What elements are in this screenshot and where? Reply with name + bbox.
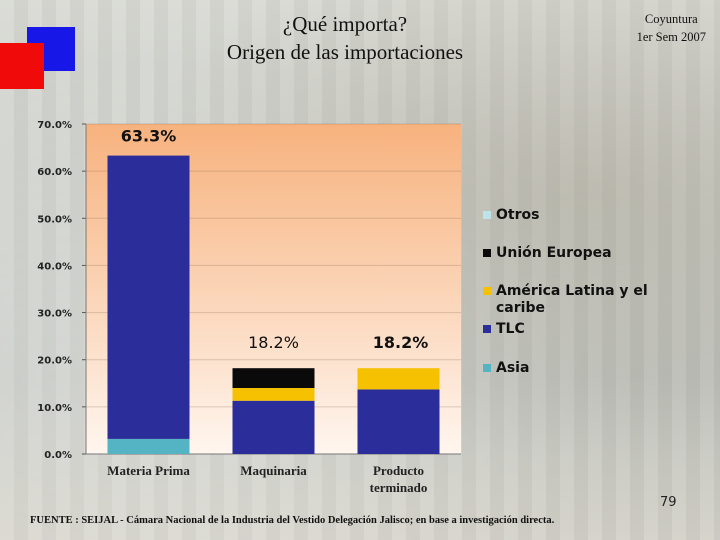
decorative-red-square [0,43,44,89]
y-tick-label: 20.0% [37,356,72,367]
corner-line-2: 1er Sem 2007 [636,30,706,44]
y-tick-label: 50.0% [37,214,72,225]
y-tick-label: 60.0% [37,167,72,178]
bar-maquinaria-union-europea [232,368,315,388]
category-label-maquinaria: Maquinaria [240,463,307,478]
bar-materia-prima-asia [107,438,190,454]
legend-swatch-union-europea [483,249,491,257]
legend: Otros Unión Europea América Latina y el car… [483,207,648,376]
legend-label-otros: Otros [496,207,539,223]
source-note: FUENTE : SEIJAL - Cámara Nacional de la … [30,515,555,526]
bar-producto-terminado-tlc [357,389,440,454]
corner-label: Coyuntura 1er Sem 2007 [637,10,706,46]
legend-swatch-otros [483,211,491,219]
legend-label-america-latina-y-el-caribe: América Latina y el caribe [496,283,648,316]
data-label-producto-terminado: 18.2% [373,333,429,352]
legend-swatch-tlc [483,325,491,333]
legend-label-asia: Asia [496,360,529,376]
legend-label-union-europea: Unión Europea [496,245,612,261]
data-label-materia-prima: 63.3% [121,127,177,146]
legend-swatch-america-latina-y-el-caribe [483,287,491,295]
category-label-materia-prima: Materia Prima [107,463,190,478]
bars [107,155,440,454]
corner-line-1: Coyuntura [644,12,698,26]
bar-maquinaria-america-latina-y-el-caribe [232,388,315,401]
category-labels: Materia Prima Maquinaria Producto terminado [107,463,427,495]
slide-title: ¿Qué importa? Origen de las importacione… [190,10,500,66]
category-label-producto-terminado: Producto terminado [370,463,428,495]
legend-swatch-asia [483,364,491,372]
title-line-2: Origen de las importaciones [226,40,464,64]
bar-materia-prima-tlc [107,155,190,439]
y-tick-label: 70.0% [37,120,72,131]
y-tick-label: 30.0% [37,309,72,320]
y-tick-label: 40.0% [37,261,72,272]
page-number: 79 [660,495,677,510]
bar-producto-terminado-america-latina-y-el-caribe [357,368,440,390]
y-tick-label: 10.0% [37,403,72,414]
data-label-maquinaria: 18.2% [248,333,299,352]
title-line-1: ¿Qué importa? [282,12,408,36]
bar-maquinaria-tlc [232,400,315,454]
legend-label-tlc: TLC [496,321,525,337]
data-labels: 63.3% 18.2% 18.2% [121,127,429,353]
y-tick-label: 0.0% [44,450,72,461]
